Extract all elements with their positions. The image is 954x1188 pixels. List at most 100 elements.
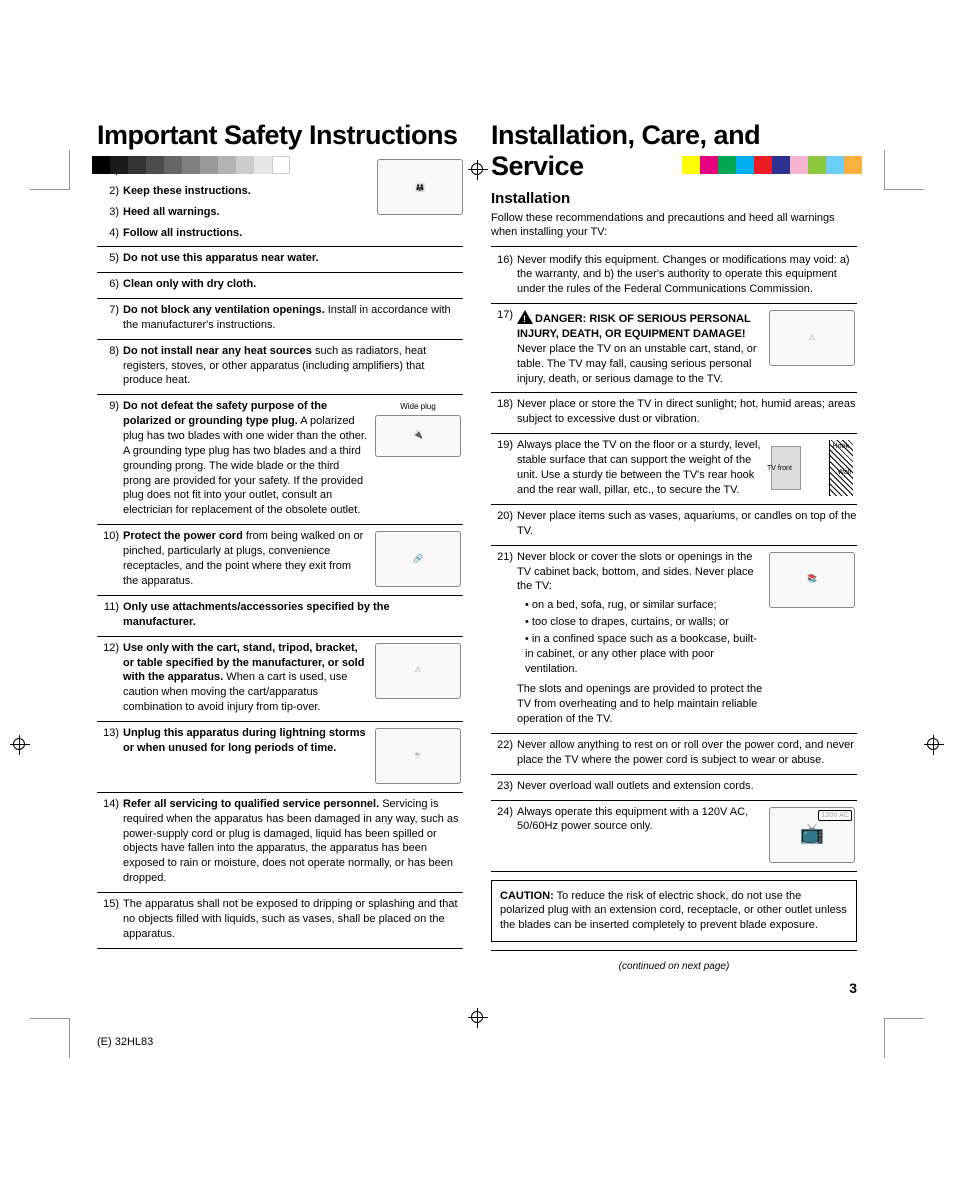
right-column: Installation, Care, and Service Installa… (491, 120, 857, 996)
item-text: Do not use this apparatus near water. (123, 251, 463, 266)
item-number: 9) (97, 399, 119, 518)
item-text: Do not block any ventilation openings. I… (123, 303, 463, 333)
safety-item: 15)The apparatus shall not be exposed to… (97, 893, 463, 949)
safety-item: 7)Do not block any ventilation openings.… (97, 299, 463, 340)
item-bullets: • on a bed, sofa, rug, or similar surfac… (517, 598, 763, 676)
item-text: Never modify this equipment. Changes or … (517, 253, 857, 298)
gray-swatch (236, 156, 254, 174)
item-number: 7) (97, 303, 119, 333)
illustration-plug: Wide plug🔌 (373, 399, 463, 459)
item-number: 3) (97, 205, 119, 220)
crop-mark-tl (30, 150, 70, 190)
item-text: Protect the power cord from being walked… (123, 529, 369, 589)
item-text: Refer all servicing to qualified service… (123, 797, 463, 886)
item-text: Use only with the cart, stand, tripod, b… (123, 641, 369, 715)
gray-swatch-bar (92, 156, 290, 174)
item-number: 22) (491, 738, 513, 768)
color-swatch (808, 156, 826, 174)
illustration-storm: ⛈ (373, 726, 463, 786)
safety-item: 3) Heed all warnings. (97, 201, 377, 222)
caution-lead: CAUTION: (500, 890, 554, 902)
safety-item: 5)Do not use this apparatus near water. (97, 247, 463, 273)
safety-item: 13)Unplug this apparatus during lightnin… (97, 722, 463, 793)
safety-item: 9)Do not defeat the safety purpose of th… (97, 395, 463, 525)
registration-mark-left (10, 735, 30, 755)
color-swatch (754, 156, 772, 174)
item-lead: Heed all warnings. (123, 206, 220, 218)
item-text: Do not install near any heat sources suc… (123, 344, 463, 389)
safety-item: 11)Only use attachments/accessories spec… (97, 596, 463, 637)
install-item: 23)Never overload wall outlets and exten… (491, 775, 857, 801)
item-text: Never allow anything to rest on or roll … (517, 738, 857, 768)
gray-swatch (92, 156, 110, 174)
color-swatch-bar (682, 156, 862, 174)
install-item: 17)DANGER: RISK OF SERIOUS PERSONAL INJU… (491, 304, 857, 393)
safety-heading: Important Safety Instructions (97, 120, 463, 151)
item-number: 11) (97, 600, 119, 630)
item-text: The apparatus shall not be exposed to dr… (123, 897, 463, 942)
gray-swatch (218, 156, 236, 174)
item-lead: Keep these instructions. (123, 185, 251, 197)
item-number: 12) (97, 641, 119, 715)
gray-swatch (146, 156, 164, 174)
continued-note: (continued on next page) (491, 961, 857, 972)
item-number: 18) (491, 397, 513, 427)
install-item: 22)Never allow anything to rest on or ro… (491, 734, 857, 775)
install-item: 21)Never block or cover the slots or ope… (491, 546, 857, 734)
item-number: 24) (491, 805, 513, 865)
illustration-cart-tip: ⚠ (767, 308, 857, 368)
illustration-bookcase: 📚 (767, 550, 857, 610)
left-column: Important Safety Instructions 1)Read the… (97, 120, 463, 996)
registration-mark-top (468, 160, 488, 180)
safety-item: 8)Do not install near any heat sources s… (97, 340, 463, 396)
item-text: Only use attachments/accessories specifi… (123, 600, 463, 630)
illustration-cord: 🔗 (373, 529, 463, 589)
item-number: 6) (97, 277, 119, 292)
item-text: Never place items such as vases, aquariu… (517, 509, 857, 539)
gray-swatch (200, 156, 218, 174)
illustration-family-reading: 👨‍👩‍👧 (377, 159, 463, 242)
safety-item: 12)Use only with the cart, stand, tripod… (97, 637, 463, 722)
gray-swatch (164, 156, 182, 174)
item-number: 14) (97, 797, 119, 886)
color-swatch (718, 156, 736, 174)
color-swatch (826, 156, 844, 174)
crop-mark-bl (30, 1018, 70, 1058)
safety-item: 6) Clean only with dry cloth. (97, 273, 463, 299)
color-swatch (700, 156, 718, 174)
illustration-cart: ⚠ (373, 641, 463, 701)
color-swatch (736, 156, 754, 174)
item-text: Always operate this equipment with a 120… (517, 805, 763, 865)
item-number: 8) (97, 344, 119, 389)
registration-mark-right (924, 735, 944, 755)
gray-swatch (254, 156, 272, 174)
item-number: 13) (97, 726, 119, 786)
install-intro: Follow these recommendations and precaut… (491, 211, 857, 240)
install-item: 20)Never place items such as vases, aqua… (491, 505, 857, 546)
item-text: Always place the TV on the floor or a st… (517, 438, 763, 498)
item-number: 4) (97, 226, 119, 241)
illustration-hook: TV frontHookWall (767, 438, 857, 498)
item-note: The slots and openings are provided to p… (517, 682, 763, 727)
footer-model-code: (E) 32HL83 (97, 1036, 857, 1088)
illustration-ac: 120V AC📺 (767, 805, 857, 865)
caution-box: CAUTION: To reduce the risk of electric … (491, 880, 857, 943)
color-swatch (844, 156, 862, 174)
item-number: 16) (491, 253, 513, 298)
install-subheading: Installation (491, 190, 857, 207)
gray-swatch (272, 156, 290, 174)
safety-item: 14)Refer all servicing to qualified serv… (97, 793, 463, 893)
item-text: DANGER: RISK OF SERIOUS PERSONAL INJURY,… (517, 308, 763, 386)
page-number: 3 (491, 980, 857, 996)
install-item: 18)Never place or store the TV in direct… (491, 393, 857, 434)
install-item: 16)Never modify this equipment. Changes … (491, 249, 857, 305)
install-item: 19)Always place the TV on the floor or a… (491, 434, 857, 505)
item-number: 19) (491, 438, 513, 498)
color-swatch (790, 156, 808, 174)
item-number: 15) (97, 897, 119, 942)
item-text: Clean only with dry cloth. (123, 277, 463, 292)
page-content: Important Safety Instructions 1)Read the… (97, 120, 857, 996)
item-text: Never block or cover the slots or openin… (517, 550, 763, 727)
item-number: 10) (97, 529, 119, 589)
item-number: 23) (491, 779, 513, 794)
